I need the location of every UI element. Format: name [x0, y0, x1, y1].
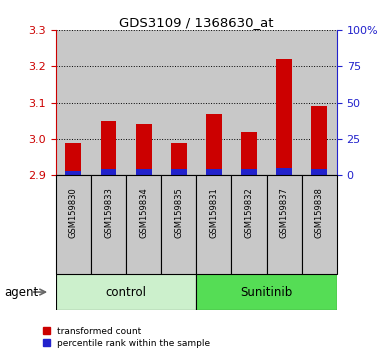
Legend: transformed count, percentile rank within the sample: transformed count, percentile rank withi…	[43, 327, 211, 348]
Bar	[241, 170, 257, 175]
Bar	[171, 143, 187, 175]
FancyBboxPatch shape	[126, 175, 161, 274]
Bar	[136, 125, 152, 175]
Bar	[196, 274, 337, 310]
Text: GSM159832: GSM159832	[244, 187, 254, 238]
Text: GSM159837: GSM159837	[280, 187, 289, 238]
Title: GDS3109 / 1368630_at: GDS3109 / 1368630_at	[119, 16, 274, 29]
Bar	[136, 170, 152, 175]
FancyBboxPatch shape	[302, 175, 337, 274]
Text: GSM159835: GSM159835	[174, 187, 183, 238]
Bar	[311, 170, 327, 175]
Bar	[196, 30, 231, 175]
Bar	[171, 170, 187, 175]
Text: GSM159830: GSM159830	[69, 187, 78, 238]
Text: Sunitinib: Sunitinib	[241, 286, 293, 298]
Bar	[56, 274, 196, 310]
Bar	[302, 30, 337, 175]
FancyBboxPatch shape	[161, 175, 196, 274]
Bar	[276, 59, 292, 175]
Bar	[206, 170, 222, 175]
Bar	[126, 30, 161, 175]
Bar	[161, 30, 196, 175]
Bar	[100, 170, 116, 175]
Text: agent: agent	[4, 286, 38, 298]
Bar	[311, 106, 327, 175]
Bar	[266, 30, 302, 175]
Bar	[91, 30, 126, 175]
Bar	[241, 132, 257, 175]
Bar	[100, 121, 116, 175]
FancyBboxPatch shape	[231, 175, 266, 274]
Bar	[206, 114, 222, 175]
Text: GSM159831: GSM159831	[209, 187, 218, 238]
Bar	[65, 143, 81, 175]
FancyBboxPatch shape	[91, 175, 126, 274]
Text: control: control	[105, 286, 147, 298]
Text: GSM159833: GSM159833	[104, 187, 113, 238]
Text: GSM159834: GSM159834	[139, 187, 148, 238]
FancyBboxPatch shape	[196, 175, 231, 274]
Bar	[65, 171, 81, 175]
FancyBboxPatch shape	[56, 175, 91, 274]
Bar	[56, 30, 91, 175]
Bar	[231, 30, 266, 175]
FancyBboxPatch shape	[266, 175, 302, 274]
Text: GSM159838: GSM159838	[315, 187, 324, 238]
Bar	[276, 168, 292, 175]
